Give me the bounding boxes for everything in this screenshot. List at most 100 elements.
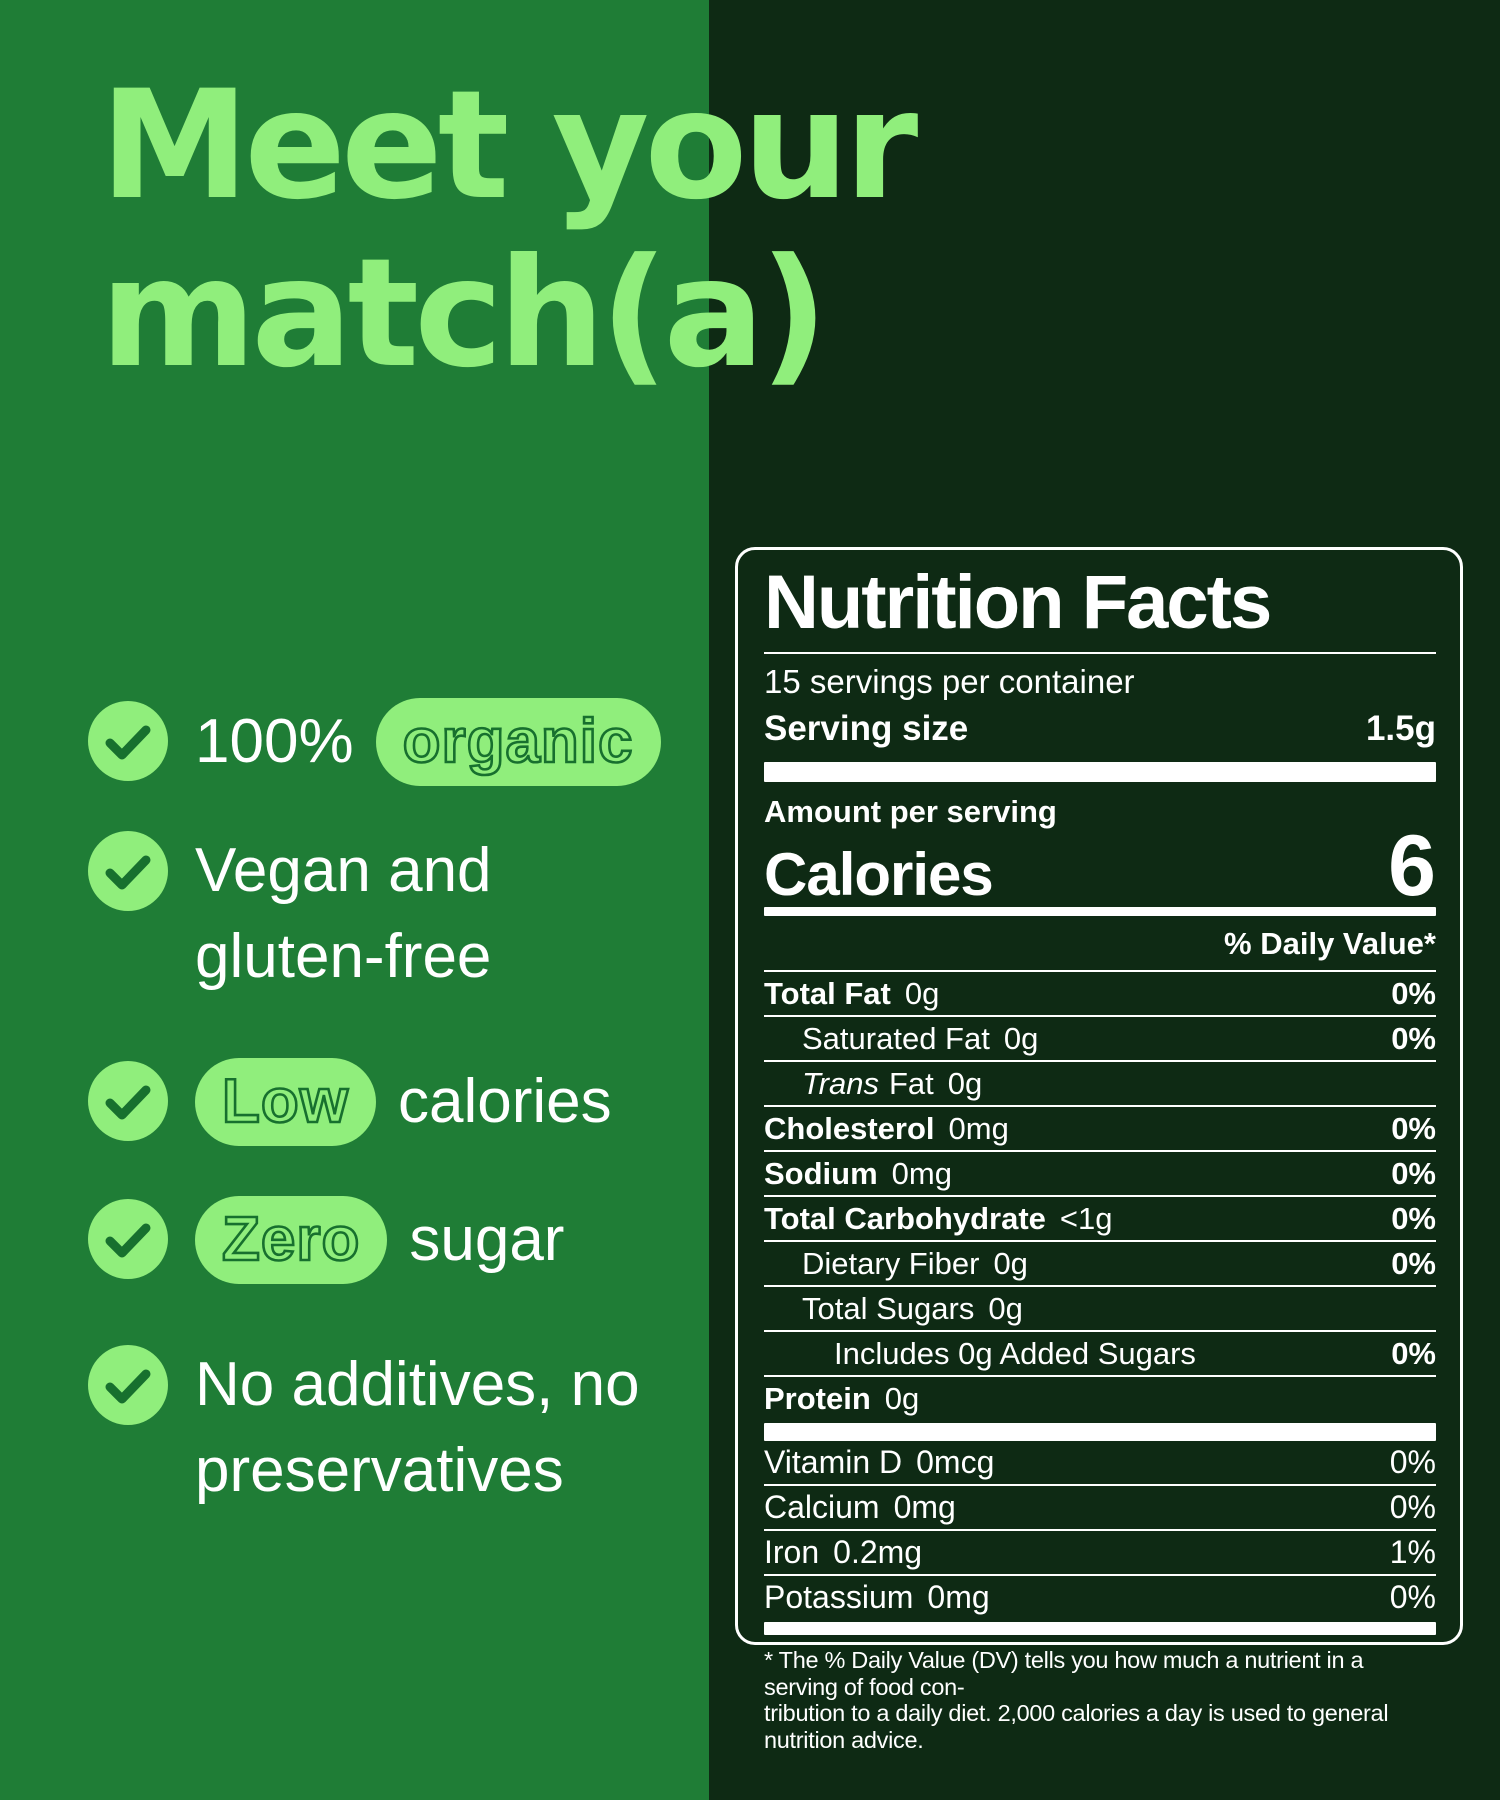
nutrient-row: Total Fat 0g 0% — [764, 972, 1436, 1017]
nutrient-amount: 0g — [884, 1380, 920, 1416]
checklist-item: Zero sugar — [88, 1196, 564, 1284]
checklist-text: No additives, no — [195, 1350, 640, 1419]
daily-value: 0% — [1391, 1020, 1436, 1056]
nutrient-amount: 0g — [988, 1290, 1023, 1326]
checklist-line: gluten-free — [195, 914, 492, 1000]
nutrient-name: Total Fat — [764, 975, 891, 1011]
checkmark-icon — [105, 1223, 151, 1258]
serving-size-label: Serving size — [764, 709, 969, 748]
nutrient-amount: 0g — [947, 1065, 983, 1101]
nutrient-name: Saturated Fat — [802, 1020, 990, 1056]
nutrient-name: Includes 0g Added Sugars — [834, 1335, 1196, 1371]
nutrient-name: Total Carbohydrate — [764, 1200, 1046, 1236]
daily-value-header: % Daily Value* — [1224, 926, 1436, 961]
check-icon — [88, 1345, 168, 1425]
check-icon — [88, 701, 168, 781]
nutrient-amount: 0mg — [891, 1155, 952, 1191]
nutrient-amount: 0mg — [948, 1110, 1009, 1146]
nutrient-amount: 0g — [993, 1245, 1028, 1281]
nutrient-row: Trans Fat 0g — [764, 1062, 1436, 1107]
checklist-line: No additives, no — [195, 1342, 640, 1428]
nutrient-row: Total Carbohydrate <1g 0% — [764, 1197, 1436, 1242]
check-icon — [88, 1061, 168, 1141]
calories-row: Calories 6 — [764, 823, 1436, 909]
nutrient-amount: 0mg — [893, 1489, 956, 1525]
checkmark-icon — [105, 855, 151, 890]
nutrient-row: Dietary Fiber 0g 0% — [764, 1242, 1436, 1287]
nutrient-name: Cholesterol — [764, 1110, 935, 1146]
nutrient-name: Fat — [888, 1065, 934, 1101]
nutrient-name: Iron — [764, 1534, 820, 1570]
checklist-text: 100% — [195, 707, 354, 776]
daily-value: 0% — [1389, 1489, 1436, 1525]
daily-value: 0% — [1391, 975, 1436, 1011]
separator-bar — [764, 1622, 1436, 1635]
nutrient-amount: 0mcg — [916, 1444, 995, 1480]
servings-per-container: 15 servings per container — [764, 663, 1135, 700]
nutrient-row: Includes 0g Added Sugars 0% — [764, 1332, 1436, 1377]
check-icon — [88, 831, 168, 911]
nutrient-amount: <1g — [1059, 1200, 1113, 1236]
serving-size-row: Serving size 1.5g — [764, 709, 1436, 749]
checklist-item: Low calories — [88, 1058, 612, 1146]
footnote-line-2: tribution to a daily diet. 2,000 calorie… — [764, 1700, 1389, 1753]
separator-bar — [764, 907, 1436, 916]
daily-value: 0% — [1391, 1245, 1436, 1281]
nutrient-name: Total Sugars — [802, 1290, 975, 1326]
daily-value: 0% — [1391, 1110, 1436, 1146]
nutrient-name: Potassium — [764, 1579, 914, 1615]
checklist-item: No additives, no preservatives — [88, 1342, 640, 1514]
nutrient-row: Sodium 0mg 0% — [764, 1152, 1436, 1197]
nutrient-rows: Total Fat 0g 0% Saturated Fat 0g 0% Trans Fat 0g… — [764, 972, 1436, 1420]
checklist-line: Low calories — [195, 1058, 612, 1146]
highlight-pill-label: Low — [221, 1066, 350, 1138]
nutrient-row: Cholesterol 0mg 0% — [764, 1107, 1436, 1152]
highlight-pill-label: organic — [401, 706, 634, 778]
micronutrient-rows: Vitamin D 0mcg 0% Calcium 0mg 0% Iron 0.2mg 1% Po… — [764, 1441, 1436, 1619]
checklist-line: Zero sugar — [195, 1196, 564, 1284]
nutrient-name: Vitamin D — [764, 1444, 903, 1480]
highlight-pill: Zero — [195, 1196, 388, 1284]
divider — [764, 652, 1436, 654]
separator-bar — [764, 1423, 1436, 1441]
checklist-text: gluten-free — [195, 922, 492, 991]
daily-value: 0% — [1389, 1444, 1436, 1480]
nutrient-name: Sodium — [764, 1155, 878, 1191]
footnote-line-1: * The % Daily Value (DV) tells you how m… — [764, 1647, 1364, 1700]
checklist-line: 100% organic — [195, 698, 661, 786]
daily-value: 0% — [1391, 1200, 1436, 1236]
headline-line-2: match(a) — [100, 227, 828, 401]
calories-label: Calories — [764, 841, 994, 908]
nutrient-row: Protein 0g — [764, 1377, 1436, 1420]
checkmark-icon — [105, 725, 151, 760]
daily-value: 1% — [1389, 1534, 1436, 1570]
nutrient-name-italic: Trans — [802, 1065, 879, 1101]
checklist-item-text: No additives, no preservatives — [195, 1342, 640, 1514]
checklist-line: Vegan and — [195, 828, 492, 914]
checklist-text: sugar — [409, 1205, 565, 1274]
headline: Meet your match(a) — [100, 59, 918, 401]
checklist-item: Vegan and gluten-free — [88, 828, 492, 1000]
nutrient-name: Calcium — [764, 1489, 880, 1525]
checklist-item-text: Zero sugar — [195, 1196, 564, 1284]
daily-value: 0% — [1389, 1579, 1436, 1615]
nutrient-row: Total Sugars 0g — [764, 1287, 1436, 1332]
nutrient-amount: 0g — [904, 975, 940, 1011]
nutrition-facts-title: Nutrition Facts — [764, 560, 1272, 645]
daily-value-footnote: * The % Daily Value (DV) tells you how m… — [764, 1647, 1436, 1753]
nutrition-facts-panel: Nutrition Facts 15 servings per containe… — [735, 547, 1463, 1753]
checklist-line: preservatives — [195, 1428, 640, 1514]
nutrient-amount: 0g — [1003, 1020, 1039, 1056]
micronutrient-row: Vitamin D 0mcg 0% — [764, 1441, 1436, 1486]
highlight-pill: Low — [195, 1058, 376, 1146]
checkmark-icon — [105, 1085, 151, 1120]
divider — [764, 970, 1436, 972]
daily-value: 0% — [1391, 1335, 1436, 1371]
highlight-pill-label: Zero — [221, 1204, 361, 1276]
micronutrient-row: Potassium 0mg 0% — [764, 1576, 1436, 1619]
nutrient-name: Protein — [764, 1380, 871, 1416]
headline-line-1: Meet your — [100, 59, 918, 233]
check-icon — [88, 1199, 168, 1279]
checklist-item-text: Vegan and gluten-free — [195, 828, 492, 1000]
